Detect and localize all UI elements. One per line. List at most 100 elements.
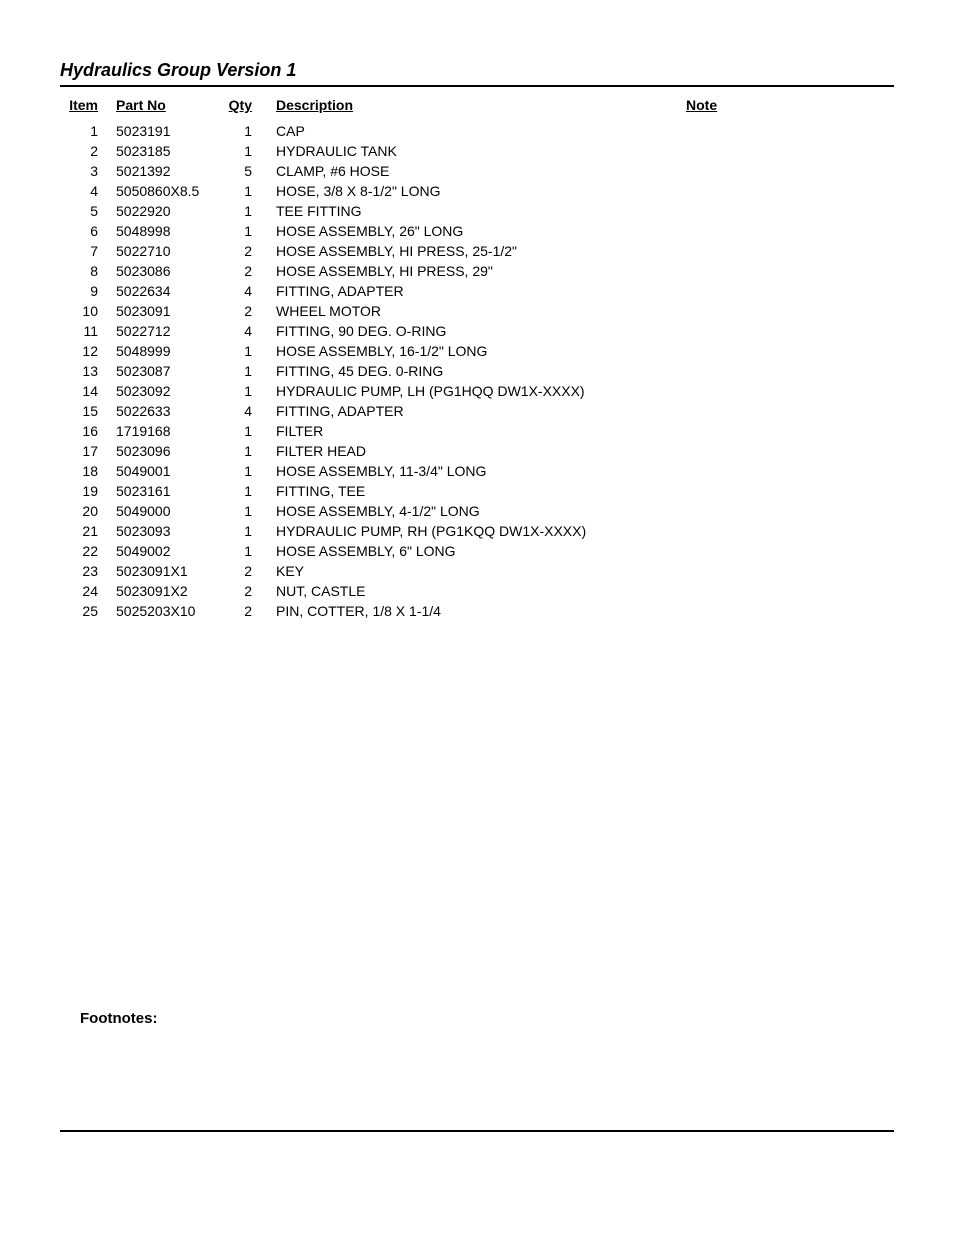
cell-description: HYDRAULIC PUMP, RH (PG1KQQ DW1X-XXXX) (270, 521, 680, 541)
cell-partno: 5022710 (110, 241, 220, 261)
cell-partno: 5049002 (110, 541, 220, 561)
cell-partno: 5048999 (110, 341, 220, 361)
cell-qty: 1 (220, 121, 270, 141)
cell-partno: 5023091X1 (110, 561, 220, 581)
cell-qty: 2 (220, 561, 270, 581)
cell-note (680, 561, 894, 581)
table-row: 1850490011HOSE ASSEMBLY, 11-3/4" LONG (60, 461, 894, 481)
cell-partno: 5023185 (110, 141, 220, 161)
cell-description: KEY (270, 561, 680, 581)
table-row: 245023091X22NUT, CASTLE (60, 581, 894, 601)
cell-note (680, 581, 894, 601)
table-row: 1050230912WHEEL MOTOR (60, 301, 894, 321)
cell-description: HOSE ASSEMBLY, 16-1/2" LONG (270, 341, 680, 361)
cell-note (680, 361, 894, 381)
cell-note (680, 321, 894, 341)
table-row: 2050490001HOSE ASSEMBLY, 4-1/2" LONG (60, 501, 894, 521)
cell-description: HOSE, 3/8 X 8-1/2" LONG (270, 181, 680, 201)
cell-description: HYDRAULIC PUMP, LH (PG1HQQ DW1X-XXXX) (270, 381, 680, 401)
cell-item: 18 (60, 461, 110, 481)
cell-item: 4 (60, 181, 110, 201)
cell-note (680, 521, 894, 541)
cell-qty: 1 (220, 381, 270, 401)
cell-description: HOSE ASSEMBLY, HI PRESS, 25-1/2" (270, 241, 680, 261)
cell-qty: 1 (220, 341, 270, 361)
cell-qty: 2 (220, 581, 270, 601)
cell-qty: 1 (220, 541, 270, 561)
col-header-qty: Qty (220, 95, 270, 121)
cell-qty: 1 (220, 221, 270, 241)
cell-note (680, 301, 894, 321)
cell-qty: 4 (220, 401, 270, 421)
cell-item: 17 (60, 441, 110, 461)
table-row: 1450230921HYDRAULIC PUMP, LH (PG1HQQ DW1… (60, 381, 894, 401)
cell-description: FITTING, ADAPTER (270, 401, 680, 421)
cell-partno: 5021392 (110, 161, 220, 181)
cell-note (680, 481, 894, 501)
cell-description: CAP (270, 121, 680, 141)
table-row: 850230862HOSE ASSEMBLY, HI PRESS, 29" (60, 261, 894, 281)
cell-item: 8 (60, 261, 110, 281)
cell-partno: 1719168 (110, 421, 220, 441)
cell-item: 7 (60, 241, 110, 261)
cell-description: WHEEL MOTOR (270, 301, 680, 321)
cell-qty: 2 (220, 601, 270, 621)
parts-table: Item Part No Qty Description Note 150231… (60, 95, 894, 621)
cell-description: FILTER HEAD (270, 441, 680, 461)
table-row: 1250489991HOSE ASSEMBLY, 16-1/2" LONG (60, 341, 894, 361)
cell-partno: 5023093 (110, 521, 220, 541)
cell-partno: 5022634 (110, 281, 220, 301)
table-row: 650489981HOSE ASSEMBLY, 26" LONG (60, 221, 894, 241)
table-row: 45050860X8.51HOSE, 3/8 X 8-1/2" LONG (60, 181, 894, 201)
cell-partno: 5022633 (110, 401, 220, 421)
col-header-note: Note (680, 95, 894, 121)
cell-qty: 1 (220, 441, 270, 461)
cell-note (680, 441, 894, 461)
cell-qty: 2 (220, 301, 270, 321)
cell-description: HOSE ASSEMBLY, 4-1/2" LONG (270, 501, 680, 521)
col-header-description: Description (270, 95, 680, 121)
table-row: 235023091X12KEY (60, 561, 894, 581)
table-row: 2150230931HYDRAULIC PUMP, RH (PG1KQQ DW1… (60, 521, 894, 541)
table-row: 550229201TEE FITTING (60, 201, 894, 221)
cell-partno: 5049001 (110, 461, 220, 481)
cell-partno: 5022712 (110, 321, 220, 341)
table-row: 250231851HYDRAULIC TANK (60, 141, 894, 161)
cell-item: 23 (60, 561, 110, 581)
cell-description: HYDRAULIC TANK (270, 141, 680, 161)
cell-item: 21 (60, 521, 110, 541)
cell-qty: 1 (220, 421, 270, 441)
cell-item: 12 (60, 341, 110, 361)
cell-item: 19 (60, 481, 110, 501)
cell-item: 9 (60, 281, 110, 301)
cell-note (680, 161, 894, 181)
cell-item: 6 (60, 221, 110, 241)
cell-note (680, 501, 894, 521)
table-row: 950226344FITTING, ADAPTER (60, 281, 894, 301)
cell-note (680, 601, 894, 621)
cell-qty: 1 (220, 201, 270, 221)
table-row: 1617191681FILTER (60, 421, 894, 441)
table-header-row: Item Part No Qty Description Note (60, 95, 894, 121)
cell-qty: 2 (220, 261, 270, 281)
table-row: 1350230871FITTING, 45 DEG. 0-RING (60, 361, 894, 381)
cell-partno: 5048998 (110, 221, 220, 241)
cell-item: 10 (60, 301, 110, 321)
cell-note (680, 121, 894, 141)
cell-note (680, 201, 894, 221)
cell-item: 2 (60, 141, 110, 161)
cell-description: CLAMP, #6 HOSE (270, 161, 680, 181)
cell-description: FITTING, 45 DEG. 0-RING (270, 361, 680, 381)
table-row: 150231911CAP (60, 121, 894, 141)
cell-description: FITTING, 90 DEG. O-RING (270, 321, 680, 341)
cell-item: 16 (60, 421, 110, 441)
cell-qty: 4 (220, 281, 270, 301)
cell-partno: 5023091X2 (110, 581, 220, 601)
cell-item: 1 (60, 121, 110, 141)
cell-qty: 1 (220, 501, 270, 521)
cell-item: 20 (60, 501, 110, 521)
cell-description: HOSE ASSEMBLY, 26" LONG (270, 221, 680, 241)
table-row: 350213925CLAMP, #6 HOSE (60, 161, 894, 181)
cell-partno: 5023092 (110, 381, 220, 401)
cell-qty: 2 (220, 241, 270, 261)
